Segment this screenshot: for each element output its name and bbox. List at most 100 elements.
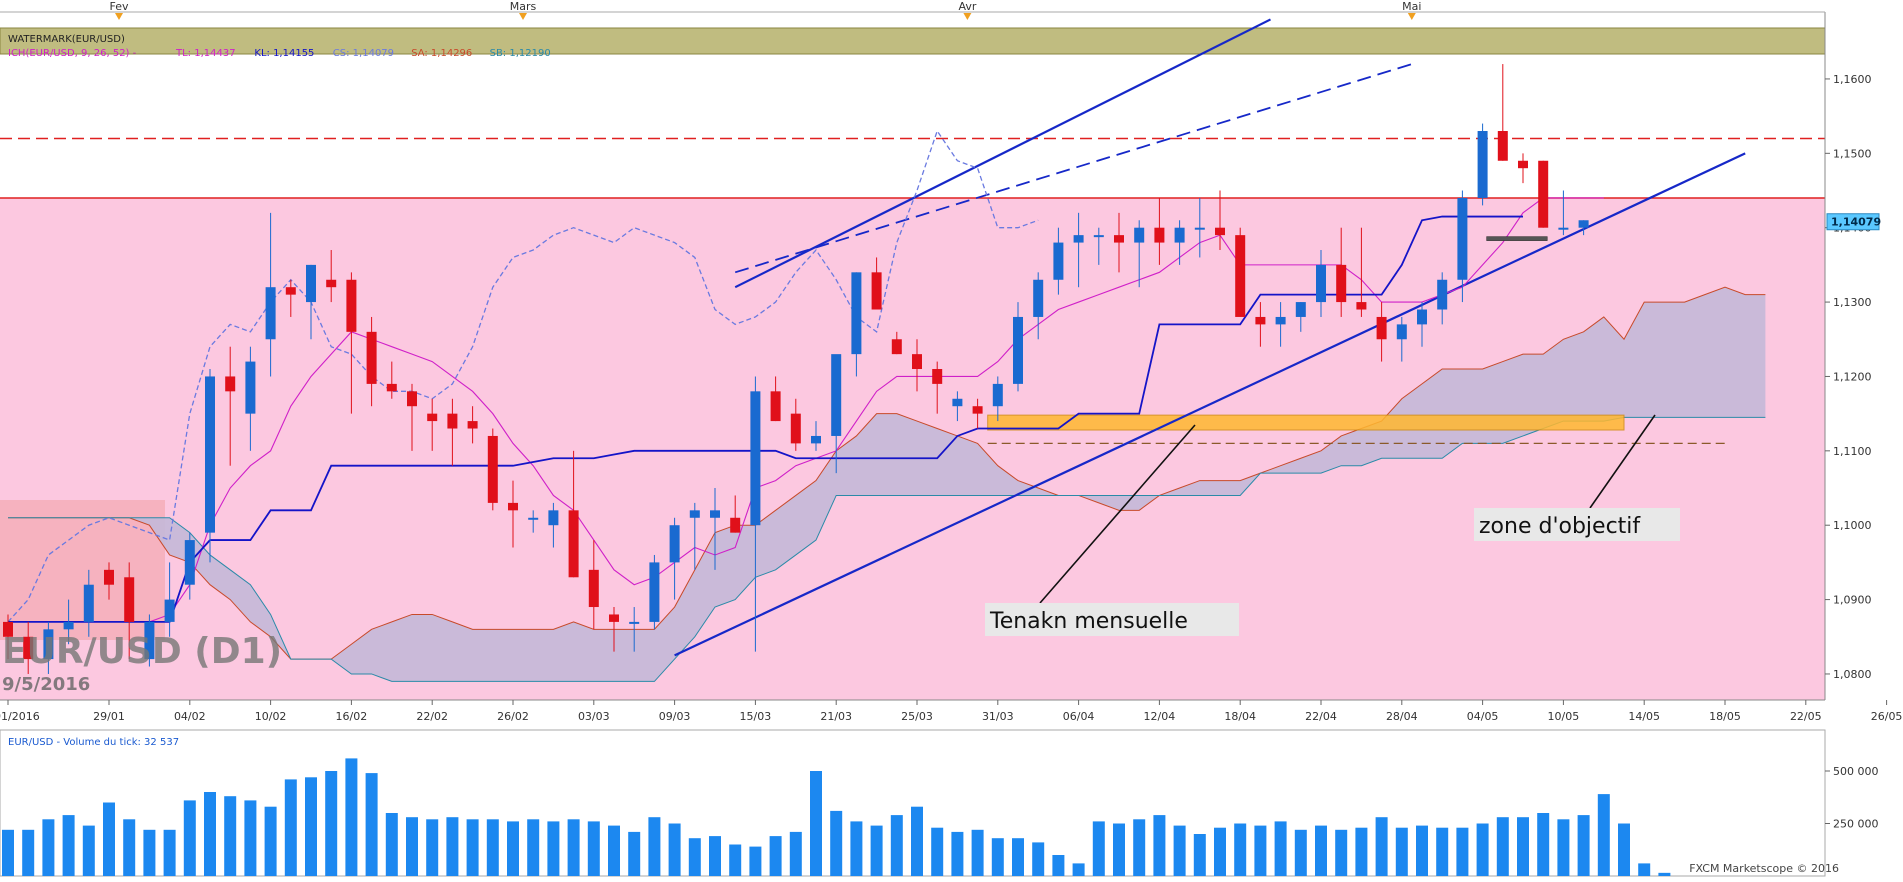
volume-bar <box>729 844 742 876</box>
candle-body <box>1174 227 1185 243</box>
volume-bar <box>1638 863 1651 876</box>
month-marker <box>519 13 527 20</box>
candle-body <box>1477 131 1488 198</box>
volume-bar <box>163 829 176 876</box>
volume-bar <box>1315 825 1327 876</box>
indicator-label: TL: 1,14437 <box>175 48 236 59</box>
candle-body <box>730 517 741 533</box>
watermark-band <box>0 27 1826 55</box>
x-tick-label: 25/03 <box>901 710 933 723</box>
x-tick-label: 04/05 <box>1467 710 1499 723</box>
candle-body <box>932 369 943 384</box>
volume-bar <box>1416 825 1428 876</box>
candle-body <box>912 354 922 370</box>
candle-body <box>588 569 599 608</box>
candle-body <box>1013 316 1023 384</box>
volume-bar <box>62 815 75 876</box>
x-tick-label: 26/02 <box>497 710 529 723</box>
y-tick-label: 1,0900 <box>1833 594 1872 607</box>
tenkan-pointer-line <box>1039 424 1196 604</box>
x-tick-label: 28/04 <box>1386 710 1418 723</box>
volume-bar <box>1577 815 1590 876</box>
volume-bar <box>951 831 964 876</box>
volume-bar <box>264 806 277 876</box>
volume-bar <box>1436 827 1449 876</box>
volume-bar <box>345 758 358 876</box>
volume-bar <box>1294 829 1307 876</box>
candle-body <box>1235 235 1246 317</box>
ichimoku-cloud <box>8 287 1766 682</box>
x-tick-label: 03/03 <box>578 710 610 723</box>
volume-bar <box>426 819 439 876</box>
volume-bar <box>1092 821 1105 876</box>
x-tick-label: 22/02 <box>416 710 448 723</box>
candle-body <box>790 413 801 444</box>
volume-bar <box>123 819 136 876</box>
volume-bar <box>709 836 721 876</box>
volume-bar <box>244 800 257 876</box>
volume-bar <box>587 821 600 876</box>
candle-body <box>1538 160 1549 228</box>
candle-body <box>669 525 680 563</box>
y-tick-label: 1,1100 <box>1833 445 1872 458</box>
candle-body <box>1316 264 1326 303</box>
candle-body <box>63 621 74 630</box>
candle-body <box>1215 227 1225 236</box>
volume-bar <box>507 821 519 876</box>
volume-bar <box>1214 827 1226 876</box>
candle-body <box>1154 227 1165 243</box>
x-tick-label: 10/05 <box>1548 710 1580 723</box>
x-tick-label: 09/03 <box>659 710 691 723</box>
volume-bar <box>648 817 661 876</box>
indicator-label: KL: 1,14155 <box>254 48 314 59</box>
candle-body <box>770 391 781 422</box>
volume-bar <box>850 821 863 876</box>
candle-body <box>992 383 1003 407</box>
volume-bar <box>1274 821 1287 876</box>
volume-bar <box>1254 825 1267 876</box>
candle-body <box>3 621 13 637</box>
candle-body <box>750 391 761 526</box>
indicator-label: SB: 1,12190 <box>490 48 551 59</box>
price-tag <box>1826 213 1880 231</box>
month-label: Avr <box>958 0 976 13</box>
target-zone-rect <box>987 414 1625 431</box>
x-tick-label: 16/02 <box>336 710 368 723</box>
month-label: Mai <box>1402 0 1421 13</box>
volume-bar <box>1113 823 1125 876</box>
volume-bar <box>103 802 115 876</box>
month-marker <box>115 13 123 20</box>
candle-body <box>104 569 114 585</box>
volume-bar <box>385 813 398 876</box>
x-tick-label: 10/02 <box>255 710 287 723</box>
y-tick-label: 1,1200 <box>1833 370 1872 383</box>
volume-tick-label: 250 000 <box>1833 818 1879 831</box>
candle-body <box>144 621 155 660</box>
volume-bar <box>1597 794 1610 876</box>
candle-body <box>427 413 438 422</box>
left-cloud-patch <box>0 500 165 640</box>
volume-bar <box>911 806 923 876</box>
candle-body <box>1033 279 1044 317</box>
chart-date: 9/5/2016 <box>2 674 90 695</box>
indicator-label: SA: 1,14296 <box>411 48 472 59</box>
month-label: Fev <box>109 0 128 13</box>
annotation-box-target <box>1474 508 1680 541</box>
indicator-label: ICH(EUR/USD, 9, 26, 52) - <box>8 48 137 59</box>
volume-bar <box>527 819 540 876</box>
candle-body <box>1093 235 1104 238</box>
volume-bar <box>1012 838 1024 876</box>
volume-bar <box>931 827 944 876</box>
x-tick-label: 21/03 <box>820 710 852 723</box>
candle-body <box>346 279 357 332</box>
x-tick-label: 15/03 <box>740 710 772 723</box>
volume-bar <box>1234 823 1247 876</box>
volume-bar <box>486 819 499 876</box>
volume-bar <box>668 823 681 876</box>
candle-body <box>164 599 175 622</box>
volume-bar <box>1476 823 1489 876</box>
volume-bar <box>789 831 802 876</box>
volume-bar <box>42 819 55 876</box>
volume-bar <box>204 792 216 876</box>
volume-bar <box>1153 815 1166 876</box>
